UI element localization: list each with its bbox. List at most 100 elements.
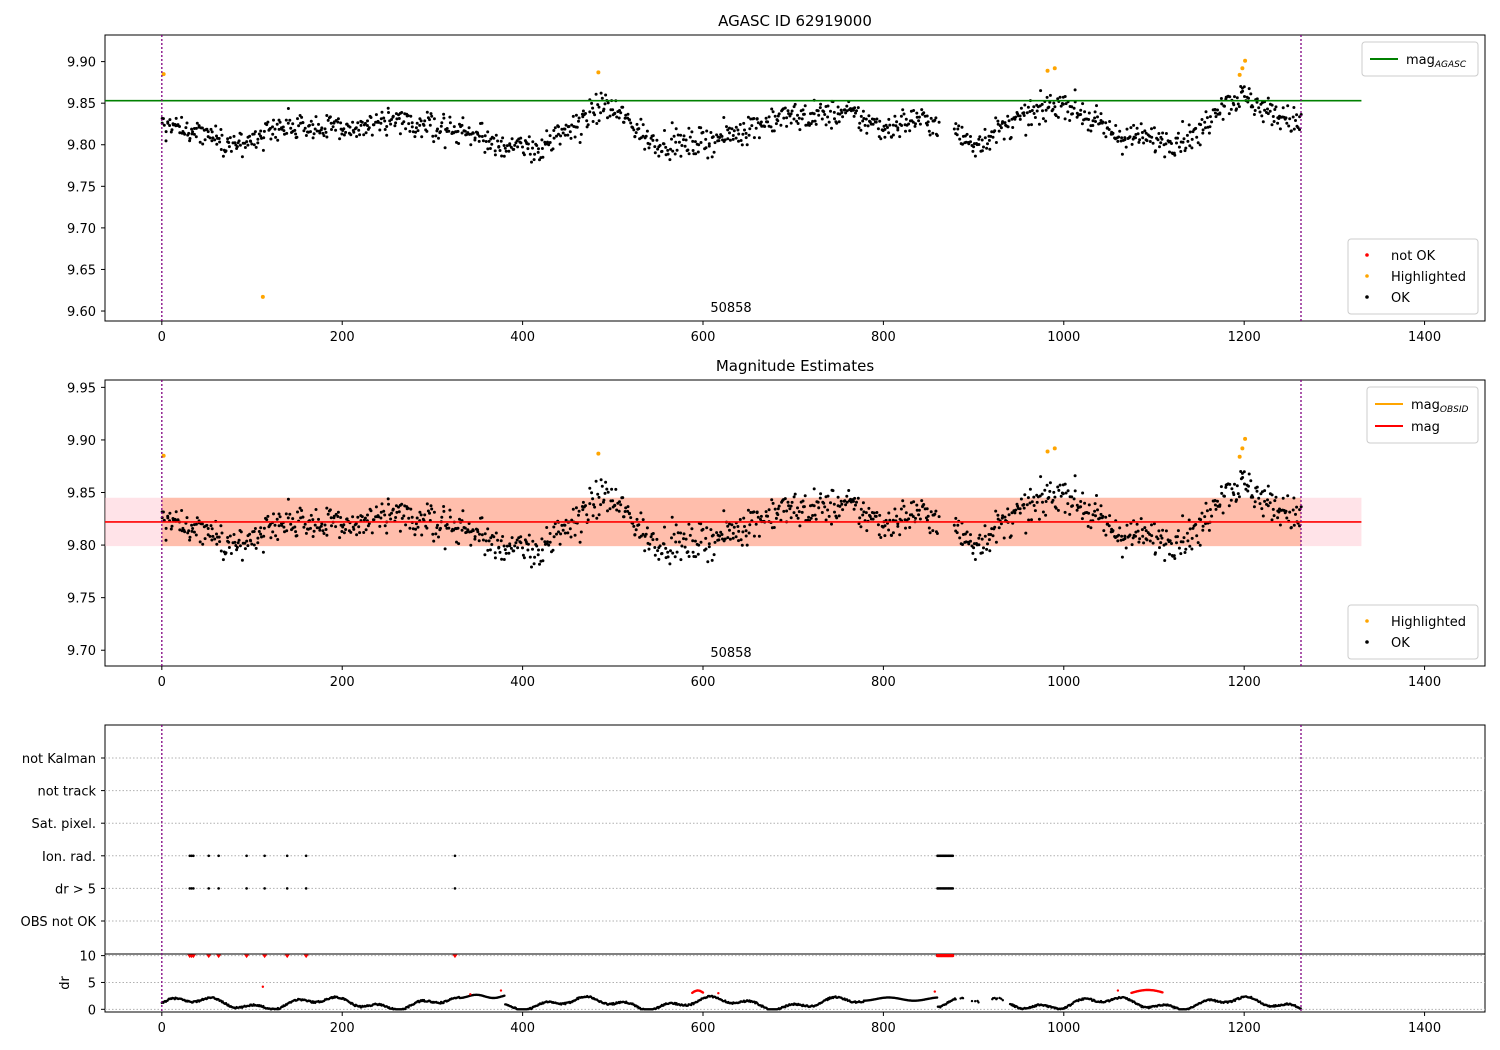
- ok-point: [229, 552, 233, 555]
- dr-point: [995, 997, 999, 1000]
- ok-point: [813, 119, 817, 123]
- ok-point: [782, 116, 786, 120]
- ok-point: [563, 531, 567, 535]
- ok-point: [736, 525, 740, 528]
- ok-point: [303, 126, 307, 130]
- ok-point: [1183, 551, 1187, 554]
- ok-point: [1086, 524, 1090, 528]
- y-tick-label: 9.80: [67, 139, 96, 154]
- ok-point: [266, 514, 270, 518]
- ok-point: [354, 522, 358, 526]
- ok-point: [675, 148, 679, 152]
- ok-point: [670, 121, 674, 125]
- ok-point: [859, 525, 863, 529]
- ok-point: [415, 121, 419, 125]
- ok-point: [513, 544, 517, 548]
- ok-point: [569, 535, 573, 539]
- ok-point: [1086, 128, 1090, 132]
- ok-point: [823, 505, 827, 509]
- ok-point: [1138, 138, 1142, 142]
- ok-point: [1080, 517, 1084, 521]
- ok-point: [922, 111, 926, 115]
- ok-point: [1003, 121, 1007, 125]
- ok-point: [1204, 501, 1208, 505]
- ok-point: [531, 140, 535, 144]
- ok-point: [643, 549, 647, 553]
- ok-point: [1000, 516, 1004, 520]
- ok-point: [288, 118, 292, 122]
- ok-point: [1201, 131, 1205, 135]
- ok-point: [1205, 116, 1209, 120]
- ok-point: [265, 518, 269, 522]
- ok-point: [432, 117, 436, 121]
- ok-point: [374, 113, 378, 117]
- ok-point: [1266, 484, 1270, 488]
- ok-point: [1013, 511, 1017, 515]
- ok-point: [1299, 505, 1303, 509]
- x-tick-label: 1400: [1408, 1021, 1441, 1036]
- ok-point: [527, 533, 531, 537]
- ok-point: [1047, 105, 1051, 109]
- ok-point: [591, 497, 595, 501]
- ok-point: [656, 147, 660, 151]
- ok-point: [917, 115, 921, 119]
- ok-point: [566, 531, 570, 535]
- ok-point: [326, 512, 330, 516]
- ok-point: [349, 133, 353, 137]
- ok-point: [435, 526, 439, 530]
- ok-point: [1289, 526, 1293, 529]
- ok-point: [619, 503, 623, 507]
- ok-point: [471, 131, 475, 135]
- ok-point: [278, 515, 282, 519]
- ok-point: [1150, 135, 1154, 139]
- ok-point: [505, 544, 509, 548]
- ok-point: [1087, 118, 1091, 121]
- ok-point: [875, 117, 879, 121]
- ok-point: [483, 150, 487, 154]
- ok-point: [465, 530, 469, 534]
- ok-point: [277, 524, 281, 528]
- ok-point: [908, 129, 912, 133]
- ok-point: [564, 123, 568, 127]
- ok-point: [1054, 114, 1058, 118]
- ok-point: [605, 487, 609, 491]
- ok-point: [391, 114, 395, 118]
- ok-point: [1266, 96, 1270, 100]
- ok-point: [1261, 120, 1265, 124]
- ok-point: [420, 135, 424, 139]
- ok-point: [965, 530, 969, 534]
- ok-point: [220, 133, 224, 137]
- ok-point: [817, 506, 821, 510]
- ok-point: [404, 523, 408, 527]
- ok-point: [440, 121, 444, 125]
- ok-point: [964, 140, 968, 144]
- ok-point: [663, 129, 666, 132]
- ok-point: [776, 513, 780, 517]
- ok-point: [868, 515, 872, 518]
- ok-point: [296, 117, 299, 121]
- ok-point: [1024, 133, 1028, 137]
- ok-point: [641, 123, 645, 127]
- ok-point: [602, 498, 606, 502]
- ok-point: [473, 537, 477, 541]
- ok-point: [896, 126, 900, 130]
- flag-point: [304, 854, 308, 858]
- x-tick-label: 0: [158, 330, 166, 345]
- ok-point: [1032, 504, 1036, 507]
- ok-point: [239, 132, 243, 136]
- ok-point: [879, 137, 883, 141]
- ok-points: [160, 85, 1303, 164]
- ok-point: [862, 510, 866, 514]
- ok-point: [1214, 507, 1218, 511]
- ok-point: [1223, 104, 1226, 108]
- ok-point: [336, 120, 340, 124]
- ok-point: [626, 112, 630, 116]
- ok-point: [420, 533, 424, 537]
- ok-point: [606, 116, 609, 120]
- ok-point: [988, 147, 992, 151]
- ok-point: [551, 548, 555, 552]
- ok-point: [720, 533, 724, 536]
- ok-point: [621, 496, 625, 500]
- ok-point: [623, 510, 627, 513]
- ok-point: [1224, 485, 1228, 489]
